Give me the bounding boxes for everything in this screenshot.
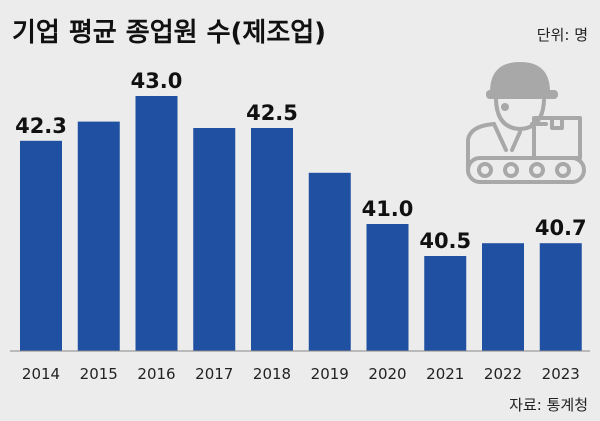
bar-2022 [482, 243, 524, 351]
data-label-2023: 40.7 [535, 216, 587, 240]
x-tick-label-2014: 2014 [22, 365, 60, 383]
x-tick-label-2017: 2017 [195, 365, 233, 383]
x-tick-label-2023: 2023 [542, 365, 580, 383]
bar-2020 [366, 224, 409, 351]
x-tick-label-2020: 2020 [368, 365, 406, 383]
x-tick-label-2019: 2019 [311, 365, 349, 383]
data-label-2020: 41.0 [362, 197, 414, 221]
data-labels-group: 42.3 43.0 42.5 41.040.5 40.7 [15, 69, 587, 253]
bar-2014 [20, 140, 62, 351]
x-axis-labels: 2014 2015 2016 2017 2018 2019 2020 2021 2022 2023 [22, 365, 580, 383]
bar-2016 [135, 96, 178, 351]
x-tick-label-2018: 2018 [253, 365, 291, 383]
x-tick-label-2015: 2015 [80, 365, 118, 383]
data-label-2021: 40.5 [419, 229, 471, 253]
chart-title: 기업 평균 종업원 수(제조업) [12, 18, 326, 48]
bar-2023 [539, 243, 582, 351]
bar-2017 [193, 128, 236, 351]
data-label-2018: 42.5 [246, 101, 298, 125]
bars-group [20, 96, 582, 351]
bar-2015 [77, 121, 120, 351]
x-tick-label-2021: 2021 [426, 365, 464, 383]
bar-2018 [251, 128, 293, 351]
unit-label: 단위: 명 [537, 26, 588, 44]
bar-2019 [308, 172, 351, 351]
bar-2021 [424, 256, 467, 351]
data-label-2016: 43.0 [131, 69, 183, 93]
data-label-2014: 42.3 [15, 114, 67, 138]
factory-worker-conveyor-icon [466, 62, 586, 184]
x-tick-label-2022: 2022 [484, 365, 522, 383]
source-label: 자료: 통계청 [509, 396, 588, 414]
x-tick-label-2016: 2016 [137, 365, 175, 383]
